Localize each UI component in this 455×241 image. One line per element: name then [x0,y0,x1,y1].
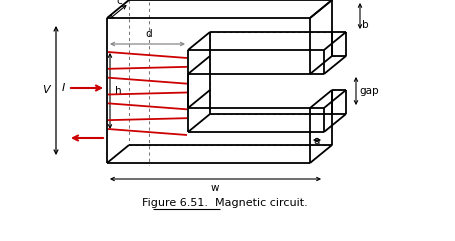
Text: gap: gap [359,86,379,96]
Text: w: w [211,183,219,193]
Text: c: c [116,0,122,6]
Text: I: I [62,83,65,93]
Text: V: V [42,85,50,95]
Text: a: a [314,136,320,146]
Text: b: b [362,20,369,30]
Text: h: h [115,86,121,96]
Text: d: d [146,29,152,39]
Text: Figure 6.51.  Magnetic circuit.: Figure 6.51. Magnetic circuit. [142,198,308,208]
